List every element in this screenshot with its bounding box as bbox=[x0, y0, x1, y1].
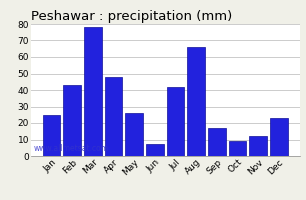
Bar bbox=[43, 115, 60, 156]
Bar bbox=[146, 144, 164, 156]
Bar bbox=[84, 27, 102, 156]
Bar bbox=[249, 136, 267, 156]
Text: www.allmetsat.com: www.allmetsat.com bbox=[33, 144, 108, 153]
Bar bbox=[208, 128, 226, 156]
Bar bbox=[270, 118, 288, 156]
Bar bbox=[125, 113, 143, 156]
Bar bbox=[64, 85, 81, 156]
Bar bbox=[105, 77, 122, 156]
Text: Peshawar : precipitation (mm): Peshawar : precipitation (mm) bbox=[31, 10, 232, 23]
Bar bbox=[229, 141, 246, 156]
Bar bbox=[167, 87, 184, 156]
Bar bbox=[188, 47, 205, 156]
